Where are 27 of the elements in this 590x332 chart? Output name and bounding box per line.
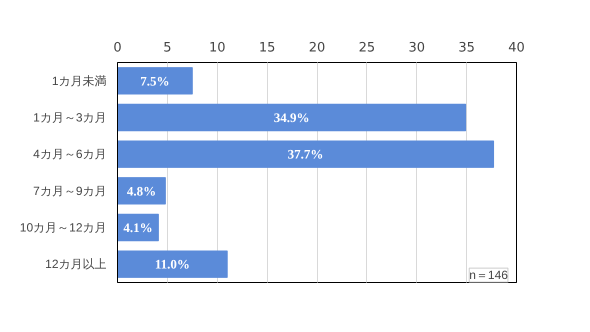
data-label: 4.8% <box>126 183 156 198</box>
x-tick-label: 10 <box>208 40 226 56</box>
x-tick-label: 0 <box>113 40 122 56</box>
bar <box>118 250 228 278</box>
bar <box>118 140 494 168</box>
x-tick-label: 5 <box>163 40 172 56</box>
y-tick-label: 4カ月～6カ月 <box>33 147 107 162</box>
y-tick-label: 1カ月未満 <box>52 74 107 88</box>
y-tick-label: 10カ月～12カ月 <box>20 220 107 234</box>
x-tick-label: 15 <box>258 40 276 56</box>
x-tick-label: 40 <box>508 40 525 56</box>
bar <box>118 177 166 205</box>
bar <box>118 104 466 132</box>
x-tick-label: 25 <box>358 40 376 56</box>
x-tick-label: 30 <box>408 40 426 56</box>
x-tick-label: 35 <box>458 40 475 56</box>
data-label: 4.1% <box>123 220 153 235</box>
data-label: 34.9% <box>274 110 310 125</box>
x-tick-label: 20 <box>308 40 326 56</box>
data-label: 7.5% <box>140 73 170 88</box>
data-label: 37.7% <box>288 146 324 162</box>
y-tick-label: 7カ月～9カ月 <box>33 184 107 198</box>
y-tick-label: 12カ月以上 <box>45 257 107 272</box>
bar <box>118 67 193 95</box>
y-tick-label: 1カ月～3カ月 <box>33 110 107 124</box>
annotation: n＝146 <box>469 268 508 282</box>
data-label: 11.0% <box>154 256 190 272</box>
